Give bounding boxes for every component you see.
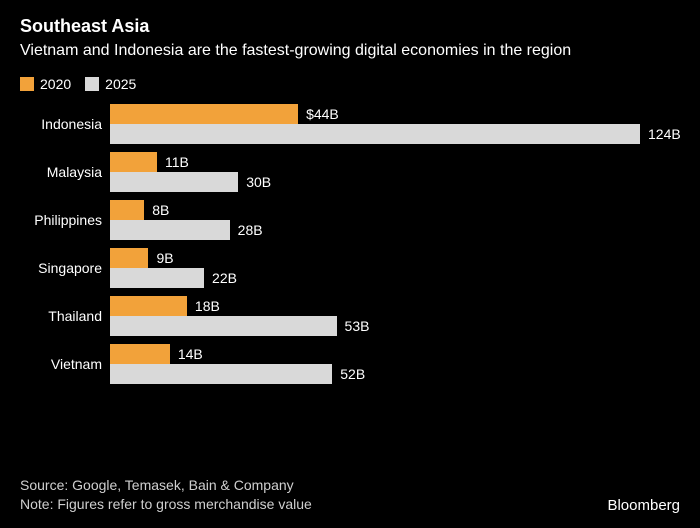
chart-rows: Indonesia $44B 124B Malaysia 11B 30B Philippin… bbox=[20, 104, 680, 384]
row-label: Vietnam bbox=[20, 356, 102, 372]
bar-value-y2025: 53B bbox=[345, 318, 370, 334]
bar-line-y2020: 8B bbox=[110, 200, 680, 220]
row-bars: 18B 53B bbox=[110, 296, 680, 336]
bar-line-y2025: 53B bbox=[110, 316, 680, 336]
bar-value-y2020: 11B bbox=[165, 154, 189, 170]
row-bars: $44B 124B bbox=[110, 104, 681, 144]
bar-line-y2025: 52B bbox=[110, 364, 680, 384]
bar-line-y2025: 30B bbox=[110, 172, 680, 192]
bar-value-y2025: 124B bbox=[648, 126, 681, 142]
row-label: Philippines bbox=[20, 212, 102, 228]
bar-y2025 bbox=[110, 220, 230, 240]
row-label: Thailand bbox=[20, 308, 102, 324]
legend-swatch-2020 bbox=[20, 77, 34, 91]
bar-value-y2025: 30B bbox=[246, 174, 271, 190]
bar-value-y2020: $44B bbox=[306, 106, 339, 122]
bar-line-y2020: 9B bbox=[110, 248, 680, 268]
chart-footnotes: Source: Google, Temasek, Bain & Company … bbox=[20, 476, 312, 514]
bar-line-y2020: 18B bbox=[110, 296, 680, 316]
brand-label: Bloomberg bbox=[607, 497, 680, 514]
row-bars: 14B 52B bbox=[110, 344, 680, 384]
bar-line-y2020: 11B bbox=[110, 152, 680, 172]
bar-y2020 bbox=[110, 152, 157, 172]
bar-y2020 bbox=[110, 104, 298, 124]
bar-line-y2025: 22B bbox=[110, 268, 680, 288]
bar-value-y2020: 8B bbox=[152, 202, 169, 218]
chart-subtitle: Vietnam and Indonesia are the fastest-gr… bbox=[20, 41, 680, 62]
bar-y2020 bbox=[110, 344, 170, 364]
chart-footer: Source: Google, Temasek, Bain & Company … bbox=[20, 476, 680, 514]
bar-y2025 bbox=[110, 316, 337, 336]
bar-value-y2020: 9B bbox=[156, 250, 173, 266]
bar-value-y2025: 52B bbox=[340, 366, 365, 382]
bar-value-y2025: 22B bbox=[212, 270, 237, 286]
bar-value-y2020: 14B bbox=[178, 346, 203, 362]
bar-y2025 bbox=[110, 268, 204, 288]
bar-value-y2020: 18B bbox=[195, 298, 220, 314]
legend-item-2025: 2025 bbox=[85, 76, 136, 92]
chart-row: Malaysia 11B 30B bbox=[20, 152, 680, 192]
chart-row: Vietnam 14B 52B bbox=[20, 344, 680, 384]
chart-title: Southeast Asia bbox=[20, 16, 680, 37]
bar-line-y2025: 28B bbox=[110, 220, 680, 240]
row-label: Malaysia bbox=[20, 164, 102, 180]
row-bars: 8B 28B bbox=[110, 200, 680, 240]
chart-row: Indonesia $44B 124B bbox=[20, 104, 680, 144]
bar-y2025 bbox=[110, 172, 238, 192]
bar-line-y2025: 124B bbox=[110, 124, 681, 144]
bar-y2020 bbox=[110, 200, 144, 220]
row-label: Indonesia bbox=[20, 116, 102, 132]
bar-y2020 bbox=[110, 296, 187, 316]
chart-note: Note: Figures refer to gross merchandise… bbox=[20, 495, 312, 514]
legend-swatch-2025 bbox=[85, 77, 99, 91]
legend-label-2025: 2025 bbox=[105, 76, 136, 92]
legend-item-2020: 2020 bbox=[20, 76, 71, 92]
chart-container: Southeast Asia Vietnam and Indonesia are… bbox=[0, 0, 700, 528]
chart-legend: 2020 2025 bbox=[20, 76, 680, 92]
bar-y2020 bbox=[110, 248, 148, 268]
bar-y2025 bbox=[110, 364, 332, 384]
row-bars: 9B 22B bbox=[110, 248, 680, 288]
chart-row: Philippines 8B 28B bbox=[20, 200, 680, 240]
bar-line-y2020: $44B bbox=[110, 104, 681, 124]
legend-label-2020: 2020 bbox=[40, 76, 71, 92]
row-bars: 11B 30B bbox=[110, 152, 680, 192]
row-label: Singapore bbox=[20, 260, 102, 276]
bar-y2025 bbox=[110, 124, 640, 144]
chart-row: Singapore 9B 22B bbox=[20, 248, 680, 288]
bar-line-y2020: 14B bbox=[110, 344, 680, 364]
chart-source: Source: Google, Temasek, Bain & Company bbox=[20, 476, 312, 495]
bar-value-y2025: 28B bbox=[238, 222, 263, 238]
chart-row: Thailand 18B 53B bbox=[20, 296, 680, 336]
